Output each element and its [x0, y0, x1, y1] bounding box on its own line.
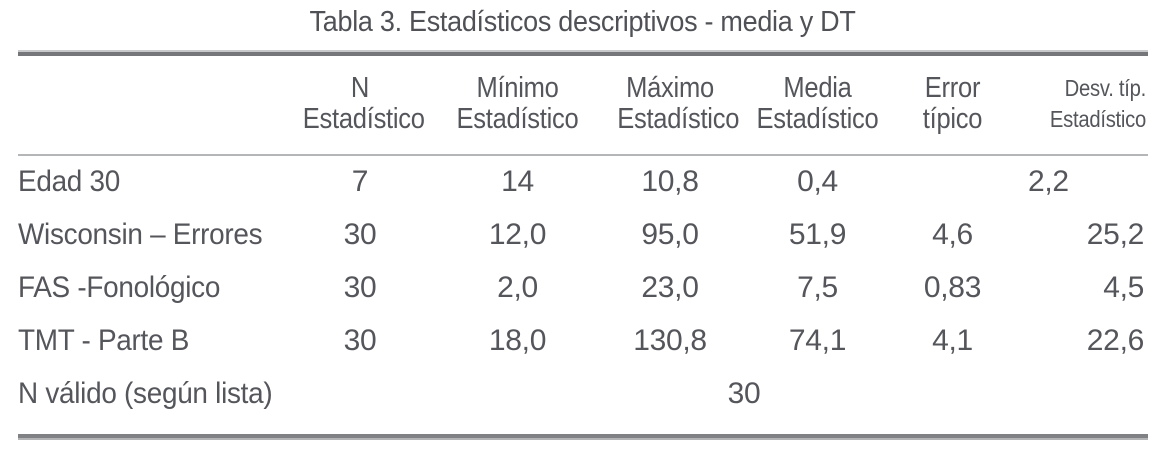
cell-desv: 22,6 [1086, 323, 1145, 357]
header-minimo-line2: Estadístico [456, 103, 579, 135]
header-maximo-line1: Máximo [626, 72, 714, 104]
cell-min: 18,0 [488, 323, 547, 357]
cell-label: TMT - Parte B [18, 323, 190, 357]
cell-n: 30 [343, 323, 377, 357]
cell-max: 10,8 [641, 165, 699, 198]
cell-n-valido-value: 30 [727, 376, 761, 410]
table-row-edad: Edad 30 7 14 10,8 0,4 2,2 [18, 155, 1148, 208]
bottom-rule-dark-line [18, 434, 1148, 438]
table-row-n-valido: N válido (según lista) 30 [18, 367, 1148, 420]
column-header-desv-tip: Desv. típ. Estadístico [1000, 57, 1148, 156]
header-error-line1: Error [924, 72, 981, 104]
cell-media: 7,5 [797, 270, 838, 304]
cell-error: 0,83 [923, 270, 982, 304]
table-top-rule [18, 50, 1148, 56]
header-desv-line1: Desv. típ. [1064, 75, 1147, 101]
table-bottom-rule [18, 434, 1148, 440]
cell-max: 95,0 [641, 217, 699, 251]
header-minimo-line1: Mínimo [476, 72, 559, 104]
cell-media: 74,1 [788, 323, 847, 357]
cell-media: 0,4 [797, 165, 838, 198]
cell-max: 23,0 [641, 270, 699, 304]
cell-desv: 4,5 [1103, 270, 1144, 304]
cell-min: 12,0 [488, 217, 547, 251]
cell-error: 4,1 [932, 323, 973, 357]
cell-label: FAS -Fonológico [18, 270, 221, 304]
cell-desv: 2,2 [1028, 165, 1069, 198]
cell-error [905, 155, 1000, 208]
top-rule-light-line [18, 50, 1148, 52]
top-rule-dark-line [18, 52, 1148, 56]
cell-label: N válido (según lista) [18, 376, 273, 410]
header-row: N Estadístico Mínimo Estadístico Máximo … [18, 57, 1148, 156]
header-media-line1: Media [783, 72, 852, 104]
cell-error: 4,6 [932, 217, 973, 251]
header-desv-line2: Estadístico [1049, 106, 1146, 132]
table-title-text: Tabla 3. Estadísticos descriptivos - med… [310, 6, 856, 38]
cell-desv: 25,2 [1086, 217, 1145, 251]
column-header-media: Media Estadístico [730, 57, 905, 156]
cell-max: 130,8 [633, 323, 707, 357]
column-header-maximo: Máximo Estadístico [610, 57, 740, 156]
table-row-tmt: TMT - Parte B 30 18,0 130,8 74,1 4,1 22,… [18, 314, 1148, 367]
cell-n: 7 [351, 165, 369, 198]
header-n-line2: Estadístico [302, 103, 425, 135]
column-header-minimo: Mínimo Estadístico [425, 57, 610, 156]
header-maximo-line2: Estadístico [617, 103, 740, 135]
table-row-fas: FAS -Fonológico 30 2,0 23,0 7,5 0,83 4,5 [18, 261, 1148, 314]
table-row-wisconsin: Wisconsin – Errores 30 12,0 95,0 51,9 4,… [18, 208, 1148, 261]
cell-min: 14 [501, 165, 534, 198]
header-error-line2: típico [922, 103, 983, 135]
cell-label: Edad 30 [18, 165, 120, 198]
column-header-label [18, 57, 295, 156]
cell-label: Wisconsin – Errores [18, 217, 263, 251]
table-header: N Estadístico Mínimo Estadístico Máximo … [18, 57, 1148, 156]
descriptive-stats-table: N Estadístico Mínimo Estadístico Máximo … [18, 57, 1148, 420]
bottom-rule-light-line [18, 438, 1148, 440]
cell-n: 30 [343, 270, 377, 304]
cell-media: 51,9 [788, 217, 847, 251]
cell-min: 2,0 [497, 270, 538, 304]
cell-n: 30 [343, 217, 377, 251]
header-media-line2: Estadístico [756, 103, 879, 135]
table-body: Edad 30 7 14 10,8 0,4 2,2 Wisconsin – Er… [18, 155, 1148, 420]
table-title: Tabla 3. Estadísticos descriptivos - med… [0, 4, 1166, 40]
column-header-n: N Estadístico [295, 57, 425, 156]
header-n-line1: N [350, 72, 370, 104]
column-header-error-tipico: Error típico [905, 57, 1000, 156]
